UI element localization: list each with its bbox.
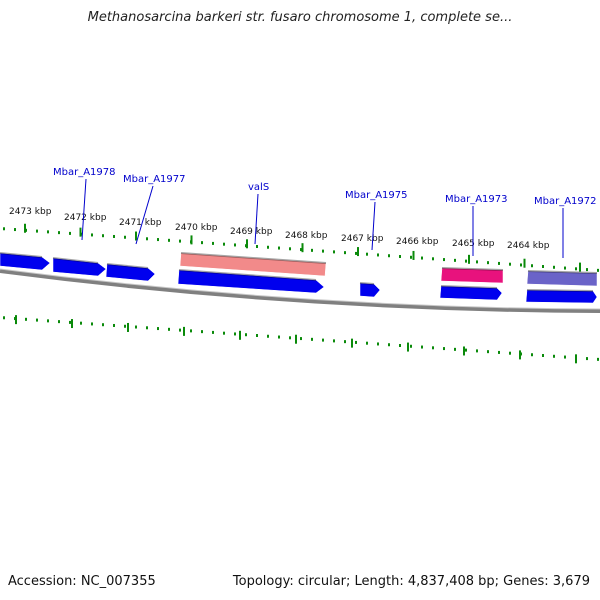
backbone-line bbox=[0, 269, 600, 313]
feature-edge bbox=[526, 289, 594, 292]
feature-edge bbox=[359, 282, 375, 285]
ruler-label: 2467 kbp bbox=[341, 234, 384, 244]
accession-label: Accession: NC_007355 bbox=[8, 574, 156, 589]
gene-label[interactable]: Mbar_A1975 bbox=[345, 190, 408, 201]
feature-gene-1973-pink[interactable] bbox=[440, 267, 504, 284]
feature-gene-2[interactable] bbox=[52, 257, 107, 277]
backbone-highlight bbox=[0, 268, 600, 310]
ruler-label: 2468 kbp bbox=[285, 231, 328, 241]
feature-gene-small[interactable] bbox=[359, 282, 381, 298]
tick-track-lower bbox=[3, 315, 599, 364]
ruler-label: 2464 kbp bbox=[507, 241, 550, 251]
feature-edge bbox=[440, 285, 498, 289]
map-title: Methanosarcina barkeri str. fusaro chrom… bbox=[87, 10, 513, 25]
feature-gene-1972-purple[interactable] bbox=[526, 270, 598, 287]
feature-gene-1[interactable] bbox=[0, 252, 51, 271]
feature-gene-1973[interactable] bbox=[439, 285, 503, 301]
ruler-label: 2473 kbp bbox=[9, 207, 52, 217]
feature-edge bbox=[0, 252, 43, 258]
ruler-label: 2472 kbp bbox=[64, 213, 107, 223]
label-leader-line bbox=[135, 185, 154, 245]
feature-edge bbox=[527, 270, 598, 274]
ruler-label: 2470 kbp bbox=[175, 223, 218, 233]
feature-gene-1972[interactable] bbox=[525, 289, 598, 304]
feature-edge bbox=[178, 269, 317, 281]
label-leader-line bbox=[254, 193, 259, 245]
gene-label[interactable]: Mbar_A1973 bbox=[445, 194, 508, 205]
gene-labels: Mbar_A1978 Mbar_A1977 valS Mbar_A1975 Mbar_A… bbox=[53, 167, 597, 258]
tick-track-upper bbox=[3, 223, 599, 272]
feature-edge bbox=[52, 257, 99, 264]
feature-edge bbox=[441, 267, 504, 271]
ruler-labels: 2473 kbp 2472 kbp 2471 kbp 2470 kbp 2469 kbp… bbox=[9, 207, 550, 251]
ruler-label: 2469 kbp bbox=[230, 227, 273, 237]
feature-edge bbox=[180, 252, 327, 264]
feature-gene-3[interactable] bbox=[105, 263, 156, 282]
feature-valS-rna[interactable] bbox=[179, 252, 327, 277]
ruler-label: 2466 kbp bbox=[396, 237, 439, 247]
gene-label[interactable]: Mbar_A1977 bbox=[123, 174, 186, 185]
gene-label[interactable]: Mbar_A1972 bbox=[534, 196, 597, 207]
chromosome-backbone bbox=[0, 268, 600, 313]
gene-label[interactable]: Mbar_A1978 bbox=[53, 167, 116, 178]
feature-edge bbox=[106, 263, 149, 269]
label-leader-line bbox=[81, 178, 87, 241]
label-leader-line bbox=[371, 201, 376, 251]
feature-valS-cds[interactable] bbox=[177, 269, 325, 294]
gene-label[interactable]: valS bbox=[248, 182, 269, 193]
ruler-label: 2471 kbp bbox=[119, 218, 162, 228]
feature-track bbox=[0, 252, 598, 304]
genome-summary: Topology: circular; Length: 4,837,408 bp… bbox=[232, 574, 590, 589]
